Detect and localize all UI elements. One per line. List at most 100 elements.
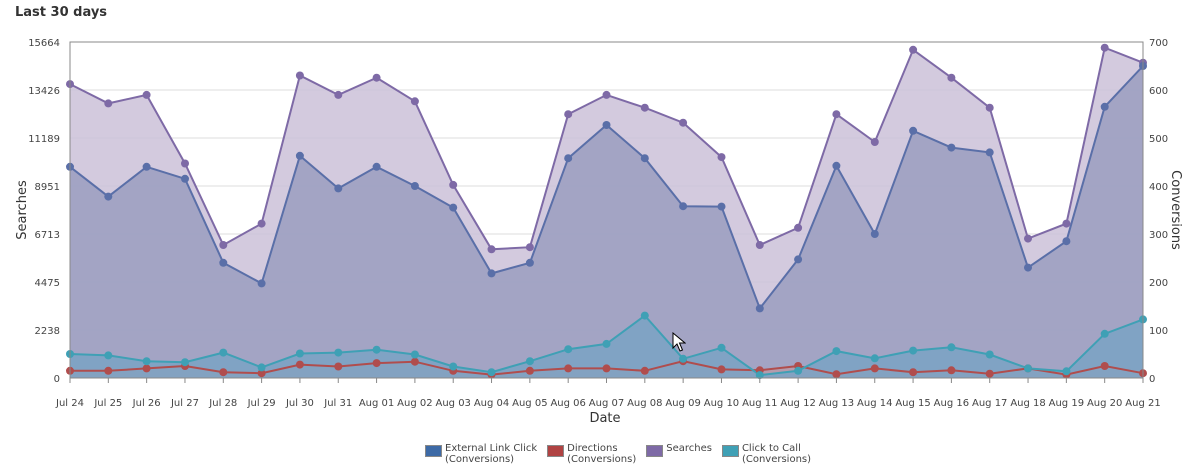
point-searches[interactable] <box>295 71 304 80</box>
point-directions[interactable] <box>295 360 304 369</box>
point-click_to_call[interactable] <box>717 343 726 352</box>
point-searches[interactable] <box>679 118 688 127</box>
point-click_to_call[interactable] <box>372 345 381 354</box>
point-directions[interactable] <box>832 370 841 379</box>
point-external_link[interactable] <box>142 162 151 171</box>
point-external_link[interactable] <box>947 143 956 152</box>
point-directions[interactable] <box>219 368 228 377</box>
point-external_link[interactable] <box>487 269 496 278</box>
point-click_to_call[interactable] <box>525 357 534 366</box>
point-external_link[interactable] <box>334 184 343 193</box>
point-directions[interactable] <box>717 365 726 374</box>
point-click_to_call[interactable] <box>985 350 994 359</box>
point-click_to_call[interactable] <box>257 363 266 372</box>
point-searches[interactable] <box>334 90 343 99</box>
point-directions[interactable] <box>142 364 151 373</box>
point-searches[interactable] <box>947 73 956 82</box>
point-searches[interactable] <box>1100 43 1109 52</box>
point-external_link[interactable] <box>181 174 189 183</box>
point-external_link[interactable] <box>525 258 534 267</box>
point-click_to_call[interactable] <box>295 349 304 358</box>
point-click_to_call[interactable] <box>410 350 419 359</box>
point-searches[interactable] <box>717 153 726 162</box>
point-click_to_call[interactable] <box>564 345 573 354</box>
point-directions[interactable] <box>104 366 113 375</box>
point-directions[interactable] <box>372 359 381 368</box>
point-external_link[interactable] <box>449 203 458 212</box>
point-searches[interactable] <box>219 241 228 249</box>
point-click_to_call[interactable] <box>334 348 343 357</box>
point-click_to_call[interactable] <box>947 343 956 352</box>
point-click_to_call[interactable] <box>755 371 764 380</box>
point-external_link[interactable] <box>832 161 841 170</box>
point-external_link[interactable] <box>794 255 803 264</box>
point-directions[interactable] <box>410 357 419 366</box>
legend-item-external-link[interactable]: External Link Click (Conversions) <box>425 443 537 465</box>
point-click_to_call[interactable] <box>1062 367 1071 376</box>
point-directions[interactable] <box>870 364 879 373</box>
point-searches[interactable] <box>794 223 803 232</box>
point-searches[interactable] <box>909 45 918 54</box>
point-searches[interactable] <box>755 241 764 249</box>
point-external_link[interactable] <box>1100 102 1109 111</box>
point-directions[interactable] <box>985 369 994 378</box>
legend-item-searches[interactable]: Searches <box>646 443 712 465</box>
point-external_link[interactable] <box>295 151 304 160</box>
point-searches[interactable] <box>372 73 381 82</box>
point-external_link[interactable] <box>640 154 649 163</box>
point-click_to_call[interactable] <box>104 351 113 360</box>
point-searches[interactable] <box>602 90 611 99</box>
point-searches[interactable] <box>870 138 879 146</box>
point-external_link[interactable] <box>219 258 228 267</box>
point-click_to_call[interactable] <box>794 366 803 375</box>
point-click_to_call[interactable] <box>449 362 458 371</box>
point-external_link[interactable] <box>104 192 113 201</box>
point-directions[interactable] <box>525 366 534 375</box>
point-click_to_call[interactable] <box>1024 364 1032 373</box>
point-external_link[interactable] <box>1024 263 1032 272</box>
point-external_link[interactable] <box>410 182 419 190</box>
point-click_to_call[interactable] <box>640 311 649 320</box>
point-click_to_call[interactable] <box>487 368 496 377</box>
point-external_link[interactable] <box>870 230 879 238</box>
point-searches[interactable] <box>104 99 113 108</box>
point-searches[interactable] <box>487 245 496 254</box>
point-external_link[interactable] <box>564 154 573 163</box>
point-directions[interactable] <box>334 362 343 371</box>
point-searches[interactable] <box>1062 219 1071 228</box>
point-click_to_call[interactable] <box>142 357 151 366</box>
point-searches[interactable] <box>640 103 649 112</box>
point-directions[interactable] <box>640 366 649 375</box>
point-searches[interactable] <box>525 243 534 252</box>
point-external_link[interactable] <box>679 202 688 211</box>
point-directions[interactable] <box>602 364 611 373</box>
point-click_to_call[interactable] <box>602 339 611 348</box>
point-click_to_call[interactable] <box>870 354 879 363</box>
point-searches[interactable] <box>1024 234 1032 243</box>
point-searches[interactable] <box>449 180 458 189</box>
point-click_to_call[interactable] <box>679 354 688 363</box>
point-directions[interactable] <box>1100 362 1109 370</box>
point-external_link[interactable] <box>602 121 611 129</box>
point-click_to_call[interactable] <box>1100 329 1109 338</box>
point-click_to_call[interactable] <box>832 347 841 356</box>
point-click_to_call[interactable] <box>909 346 918 355</box>
legend-item-directions[interactable]: Directions (Conversions) <box>547 443 636 465</box>
point-searches[interactable] <box>181 159 189 168</box>
point-searches[interactable] <box>410 97 419 106</box>
point-external_link[interactable] <box>1062 237 1071 246</box>
point-searches[interactable] <box>564 110 573 119</box>
point-external_link[interactable] <box>372 162 381 171</box>
point-directions[interactable] <box>947 366 956 375</box>
point-directions[interactable] <box>564 364 573 373</box>
legend-item-click-to-call[interactable]: Click to Call (Conversions) <box>721 443 811 465</box>
point-external_link[interactable] <box>985 148 994 157</box>
point-external_link[interactable] <box>909 126 918 135</box>
point-external_link[interactable] <box>257 279 266 288</box>
point-searches[interactable] <box>257 219 266 228</box>
point-external_link[interactable] <box>755 304 764 313</box>
point-external_link[interactable] <box>717 202 726 211</box>
point-click_to_call[interactable] <box>219 348 228 357</box>
point-searches[interactable] <box>985 103 994 112</box>
point-searches[interactable] <box>832 110 841 119</box>
